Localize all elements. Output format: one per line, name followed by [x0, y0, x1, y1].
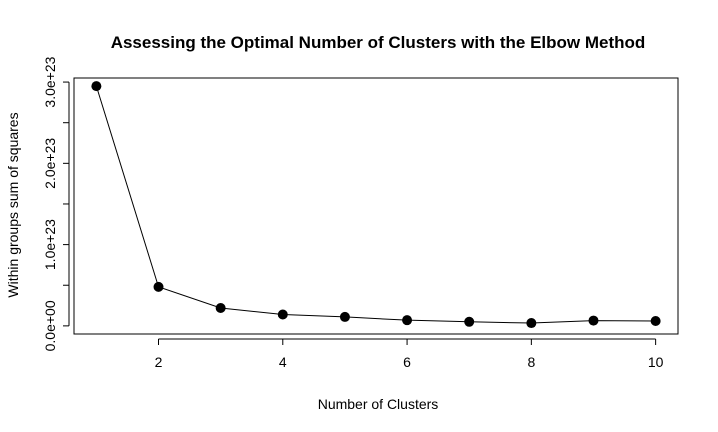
plot-frame	[73, 77, 679, 335]
y-axis-label: Within groups sum of squares	[5, 112, 21, 297]
data-point	[339, 311, 350, 322]
x-axis: 2 4 6 8 10	[155, 338, 664, 370]
data-points	[91, 81, 661, 329]
data-point	[277, 309, 288, 320]
data-point	[464, 316, 475, 327]
x-tick-label: 10	[648, 354, 664, 370]
x-axis-label: Number of Clusters	[318, 396, 439, 412]
data-point	[402, 315, 413, 326]
y-axis: 0.0e+00 1.0e+23 2.0e+23 3.0e+23	[42, 56, 70, 351]
x-tick-label: 6	[403, 354, 411, 370]
x-tick-label: 2	[155, 354, 163, 370]
x-tick-label: 8	[527, 354, 535, 370]
data-point	[526, 318, 537, 329]
y-tick-label: 1.0e+23	[42, 219, 58, 270]
y-tick-label: 0.0e+00	[42, 300, 58, 351]
data-point	[650, 315, 661, 326]
y-tick-label: 2.0e+23	[42, 138, 58, 189]
series-line	[95, 85, 656, 324]
data-point	[91, 81, 102, 92]
data-point	[588, 315, 599, 326]
chart-title: Assessing the Optimal Number of Clusters…	[111, 33, 646, 52]
data-point	[153, 281, 164, 292]
x-tick-label: 4	[279, 354, 287, 370]
y-tick-label: 3.0e+23	[42, 56, 58, 107]
data-point	[215, 302, 226, 313]
